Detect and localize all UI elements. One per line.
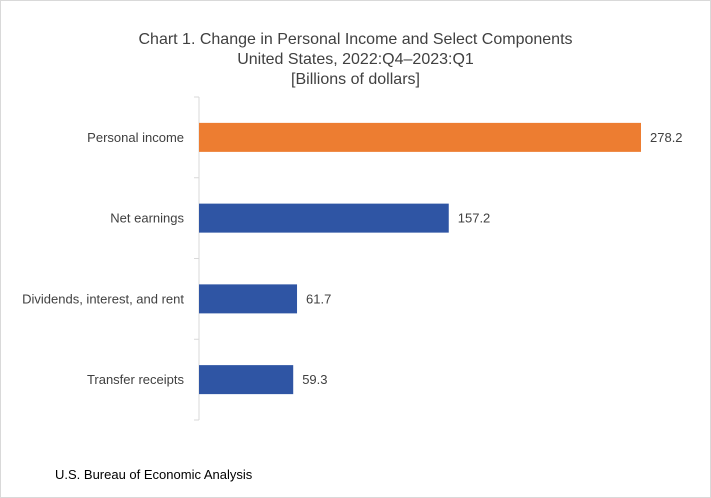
category-label: Net earnings [110,211,184,226]
bar [199,122,641,152]
category-label: Personal income [87,130,184,145]
category-label: Dividends, interest, and rent [22,291,184,306]
source-note: U.S. Bureau of Economic Analysis [55,467,253,482]
bar [199,365,294,395]
data-label: 157.2 [458,211,491,226]
bar [199,284,298,314]
chart-subtitle: United States, 2022:Q4–2023:Q1 [237,51,474,68]
data-label: 278.2 [650,130,683,145]
data-label: 61.7 [306,291,331,306]
data-label: 59.3 [302,372,327,387]
chart-title: Chart 1. Change in Personal Income and S… [138,31,573,48]
chart-unit-label: [Billions of dollars] [291,71,420,88]
bar [199,203,449,233]
category-label: Transfer receipts [87,372,185,387]
chart-title-block: Chart 1. Change in Personal Income and S… [0,30,711,90]
